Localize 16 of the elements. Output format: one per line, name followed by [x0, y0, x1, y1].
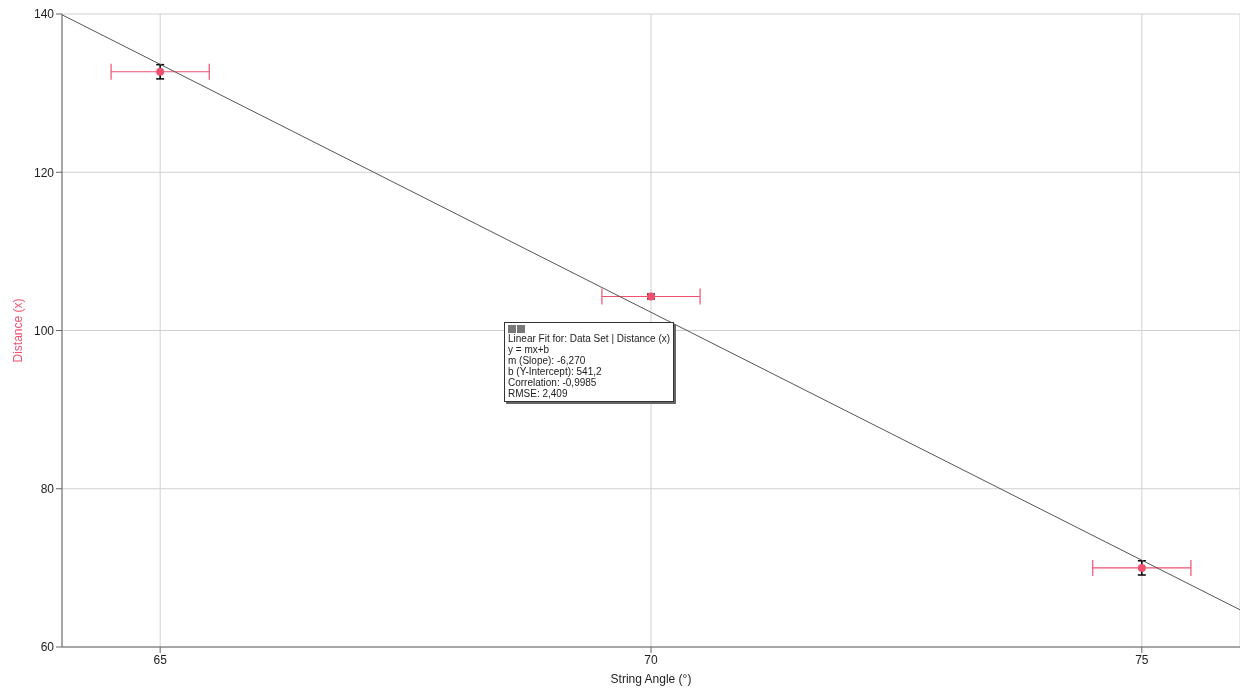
x-axis-title: String Angle (°): [610, 672, 692, 686]
annotation: y = mx+b: [508, 344, 551, 355]
annotation: m (Slope): -6,270: [508, 355, 586, 366]
x-tick-label: 70: [644, 652, 658, 667]
annotation: b (Y-Intercept): 541,2: [508, 366, 603, 377]
y-tick-label: 80: [40, 482, 55, 497]
annotation: RMSE: 2,409: [508, 388, 569, 399]
x-tick-label: 75: [1135, 652, 1149, 667]
annotation: Linear Fit for: Data Set | Distance (x): [508, 333, 671, 344]
y-tick-label: 140: [33, 7, 55, 22]
annotation: Correlation: -0,9985: [508, 377, 598, 388]
x-tick-label: 65: [153, 652, 168, 667]
y-tick-label: 60: [40, 640, 55, 655]
y-tick-label: 100: [33, 323, 55, 338]
y-axis-title: Distance (x): [11, 298, 26, 363]
y-tick-label: 120: [33, 165, 55, 180]
